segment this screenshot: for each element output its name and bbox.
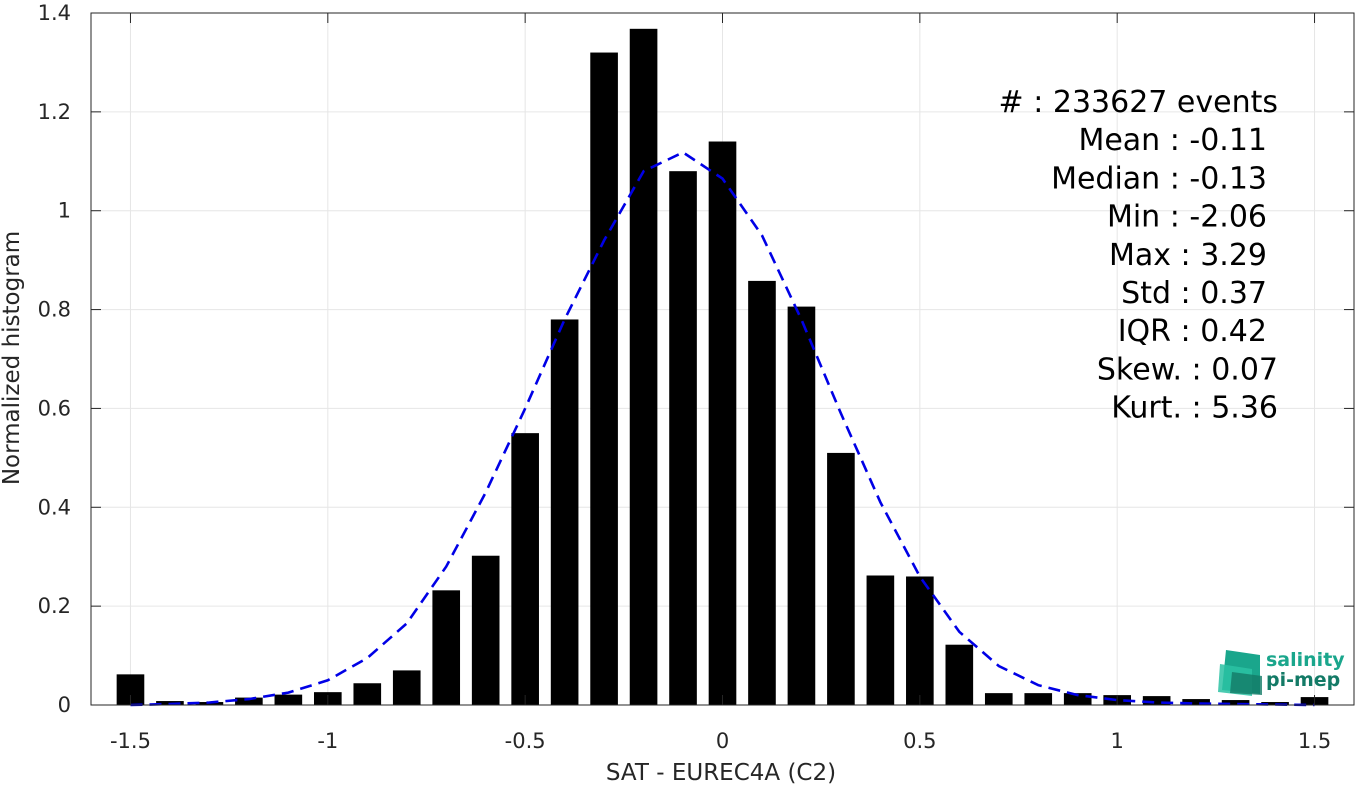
histogram-bar (1221, 700, 1250, 705)
y-axis-ticks: 0 0.2 0.4 0.6 0.8 1 1.2 1.4 (38, 1, 1354, 717)
histogram-bar (748, 280, 776, 705)
y-tick-label: 1.2 (38, 100, 71, 124)
histogram-bar (1024, 693, 1053, 705)
histogram-bar (827, 452, 855, 705)
histogram-bar (353, 683, 382, 705)
stat-line: # : 233627 events (999, 85, 1278, 120)
x-tick-label: 1 (1111, 729, 1124, 753)
y-axis-title: Normalized histogram (0, 231, 25, 485)
x-tick-label: -0.5 (505, 729, 546, 753)
histogram-bar (392, 670, 421, 705)
x-tick-label: 1.5 (1298, 729, 1331, 753)
histogram-bar (984, 693, 1013, 705)
y-tick-label: 1.4 (38, 1, 71, 25)
stat-line: Max : 3.29 (1109, 238, 1267, 273)
y-tick-label: 0.2 (38, 594, 71, 618)
y-tick-label: 0 (58, 693, 71, 717)
stat-line: Std : 0.37 (1121, 276, 1267, 311)
histogram-bar (274, 694, 303, 705)
y-tick-label: 0.4 (38, 495, 71, 519)
histogram-bar (708, 141, 737, 705)
x-axis-ticks: -1.5 -1 -0.5 0 0.5 1 1.5 (110, 13, 1331, 753)
histogram-bar (1182, 699, 1210, 705)
histogram-bar (432, 590, 461, 705)
y-tick-label: 0.8 (38, 298, 71, 322)
x-tick-label: 0 (716, 729, 729, 753)
histogram-bar (669, 171, 697, 705)
histogram-bar (235, 697, 263, 705)
histogram-bar (629, 28, 658, 706)
histogram-bars (116, 28, 1329, 706)
y-tick-label: 0.6 (38, 396, 71, 420)
fit-curve-line (130, 150, 1315, 707)
histogram-bar (1142, 696, 1171, 705)
stat-line: Kurt. : 5.36 (1111, 391, 1278, 426)
x-tick-label: 0.5 (903, 729, 936, 753)
histogram-bar (1063, 693, 1092, 705)
x-tick-label: -1 (317, 729, 338, 753)
histogram-bar (906, 576, 934, 705)
gaussian-fit (130, 150, 1315, 707)
logo-line-salinity: salinity (1266, 649, 1345, 671)
stat-line: Skew. : 0.07 (1097, 352, 1278, 387)
histogram-bar (590, 52, 618, 706)
histogram-bar (945, 644, 974, 705)
x-tick-label: -1.5 (110, 729, 151, 753)
histogram-bar (471, 555, 500, 705)
x-axis-title: SAT - EUREC4A (C2) (606, 760, 836, 785)
histogram-bar (866, 575, 895, 705)
stat-line: Median : -0.13 (1051, 161, 1267, 196)
histogram-bar (550, 319, 579, 705)
histogram-bar (511, 433, 539, 705)
stat-line: Min : -2.06 (1107, 200, 1267, 235)
stat-line: Mean : -0.11 (1078, 123, 1267, 158)
histogram-bar (1261, 702, 1289, 705)
logo-line-pimep: pi-mep (1266, 669, 1340, 691)
y-tick-label: 1 (58, 199, 71, 223)
stat-line: IQR : 0.42 (1118, 314, 1267, 349)
wave-icon (1218, 650, 1262, 696)
histogram-bar (787, 306, 816, 705)
salinity-pimep-logo: salinity pi-mep (1218, 649, 1345, 696)
